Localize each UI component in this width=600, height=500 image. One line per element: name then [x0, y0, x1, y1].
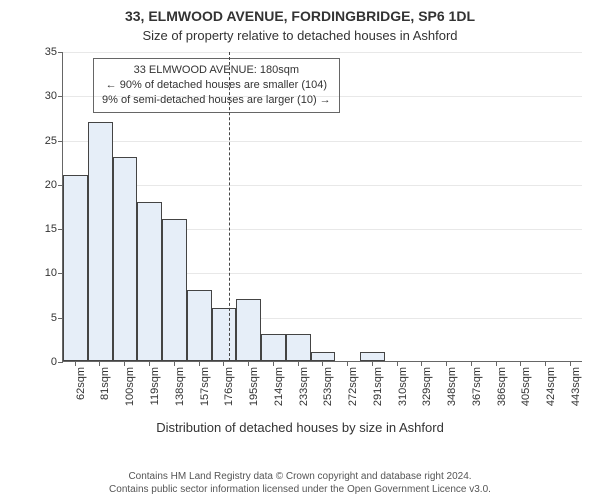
grid-line	[63, 96, 582, 97]
x-tick-mark	[545, 361, 546, 366]
x-tick-mark	[248, 361, 249, 366]
x-tick-mark	[322, 361, 323, 366]
x-tick-label: 367sqm	[471, 367, 483, 406]
x-tick-mark	[496, 361, 497, 366]
x-tick-mark	[471, 361, 472, 366]
grid-line	[63, 52, 582, 53]
x-tick-label: 195sqm	[248, 367, 260, 406]
x-tick-label: 138sqm	[174, 367, 186, 406]
x-tick-mark	[397, 361, 398, 366]
x-axis-label: Distribution of detached houses by size …	[0, 420, 600, 435]
x-tick-label: 405sqm	[520, 367, 532, 406]
histogram-bar	[360, 352, 385, 361]
x-tick-mark	[347, 361, 348, 366]
x-tick-label: 214sqm	[273, 367, 285, 406]
y-tick-mark	[58, 141, 63, 142]
histogram-bar	[137, 202, 162, 361]
x-tick-label: 157sqm	[199, 367, 211, 406]
x-tick-label: 119sqm	[149, 367, 161, 405]
histogram-bar	[212, 308, 237, 361]
x-tick-label: 348sqm	[446, 367, 458, 406]
histogram-bar	[162, 219, 187, 361]
x-tick-mark	[174, 361, 175, 366]
x-tick-label: 443sqm	[570, 367, 582, 406]
histogram-bar	[311, 352, 336, 361]
x-tick-label: 62sqm	[75, 367, 87, 400]
x-tick-mark	[223, 361, 224, 366]
y-tick-label: 0	[37, 356, 57, 368]
x-tick-mark	[570, 361, 571, 366]
x-tick-mark	[446, 361, 447, 366]
x-tick-mark	[124, 361, 125, 366]
x-tick-label: 176sqm	[223, 367, 235, 406]
y-tick-label: 10	[37, 267, 57, 279]
chart-title: 33, ELMWOOD AVENUE, FORDINGBRIDGE, SP6 1…	[0, 8, 600, 24]
histogram-bar	[261, 334, 286, 361]
annotation-line: 33 ELMWOOD AVENUE: 180sqm	[102, 63, 331, 78]
histogram-bar	[187, 290, 212, 361]
y-tick-label: 5	[37, 312, 57, 324]
x-tick-label: 291sqm	[372, 367, 384, 406]
x-tick-label: 100sqm	[124, 367, 136, 406]
grid-line	[63, 185, 582, 186]
x-tick-mark	[149, 361, 150, 366]
grid-line	[63, 141, 582, 142]
x-tick-mark	[273, 361, 274, 366]
x-tick-label: 386sqm	[496, 367, 508, 406]
y-tick-label: 15	[37, 223, 57, 235]
histogram-bar	[236, 299, 261, 361]
x-tick-label: 81sqm	[99, 367, 111, 400]
y-tick-mark	[58, 96, 63, 97]
y-tick-label: 35	[37, 46, 57, 58]
y-tick-label: 25	[37, 135, 57, 147]
x-tick-mark	[421, 361, 422, 366]
annotation-line: ← 90% of detached houses are smaller (10…	[102, 78, 331, 93]
histogram-bar	[113, 157, 138, 361]
x-tick-label: 253sqm	[322, 367, 334, 406]
x-tick-mark	[298, 361, 299, 366]
histogram-bar	[63, 175, 88, 361]
marker-line	[229, 52, 230, 361]
x-tick-label: 424sqm	[545, 367, 557, 406]
x-tick-mark	[520, 361, 521, 366]
y-tick-label: 20	[37, 179, 57, 191]
y-tick-label: 30	[37, 90, 57, 102]
x-tick-mark	[99, 361, 100, 366]
histogram-bar	[286, 334, 311, 361]
histogram-bar	[88, 122, 113, 361]
y-tick-mark	[58, 52, 63, 53]
footer-line: Contains HM Land Registry data © Crown c…	[0, 471, 600, 484]
plot-area: 33 ELMWOOD AVENUE: 180sqm← 90% of detach…	[62, 52, 582, 362]
x-tick-label: 329sqm	[421, 367, 433, 406]
chart-container: 33, ELMWOOD AVENUE, FORDINGBRIDGE, SP6 1…	[0, 0, 600, 500]
x-tick-label: 233sqm	[298, 367, 310, 406]
annotation-line: 9% of semi-detached houses are larger (1…	[102, 93, 331, 108]
x-tick-label: 310sqm	[397, 367, 409, 406]
x-tick-mark	[372, 361, 373, 366]
footer-line: Contains public sector information licen…	[0, 484, 600, 497]
annotation-box: 33 ELMWOOD AVENUE: 180sqm← 90% of detach…	[93, 58, 340, 113]
chart-subtitle: Size of property relative to detached ho…	[0, 28, 600, 43]
x-tick-mark	[199, 361, 200, 366]
y-tick-mark	[58, 362, 63, 363]
x-tick-label: 272sqm	[347, 367, 359, 406]
footer-credits: Contains HM Land Registry data © Crown c…	[0, 471, 600, 496]
x-tick-mark	[75, 361, 76, 366]
